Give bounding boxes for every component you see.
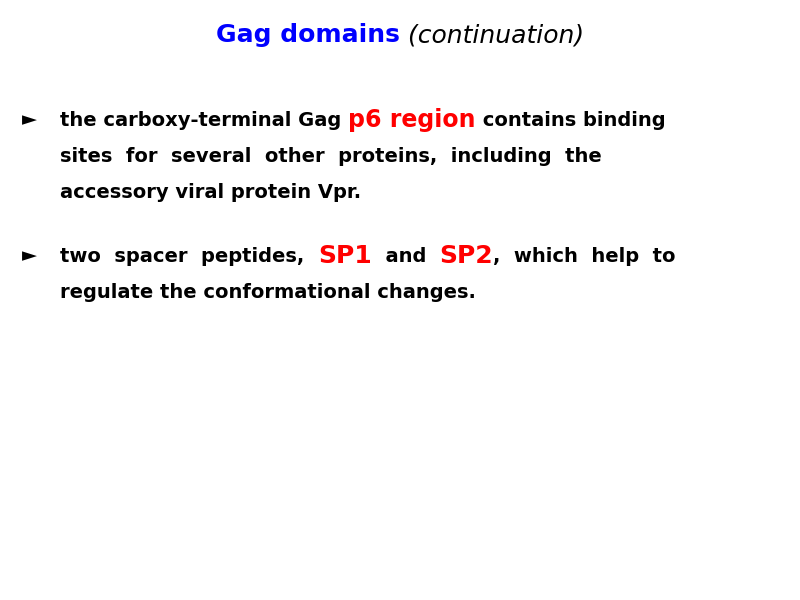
Text: ,  which  help  to: , which help to: [493, 247, 675, 265]
Text: ►: ►: [22, 110, 37, 130]
Text: accessory viral protein Vpr.: accessory viral protein Vpr.: [60, 182, 361, 202]
Text: regulate the conformational changes.: regulate the conformational changes.: [60, 283, 476, 301]
Text: sites  for  several  other  proteins,  including  the: sites for several other proteins, includ…: [60, 146, 602, 166]
Text: Gag domains: Gag domains: [216, 23, 400, 47]
Text: ►: ►: [22, 247, 37, 265]
Text: SP1: SP1: [318, 244, 371, 268]
Text: the carboxy-terminal Gag: the carboxy-terminal Gag: [60, 110, 348, 130]
Text: (continuation): (continuation): [400, 23, 584, 47]
Text: two  spacer  peptides,: two spacer peptides,: [60, 247, 318, 265]
Text: and: and: [371, 247, 439, 265]
Text: contains binding: contains binding: [475, 110, 665, 130]
Text: SP2: SP2: [439, 244, 493, 268]
Text: p6 region: p6 region: [348, 108, 475, 132]
